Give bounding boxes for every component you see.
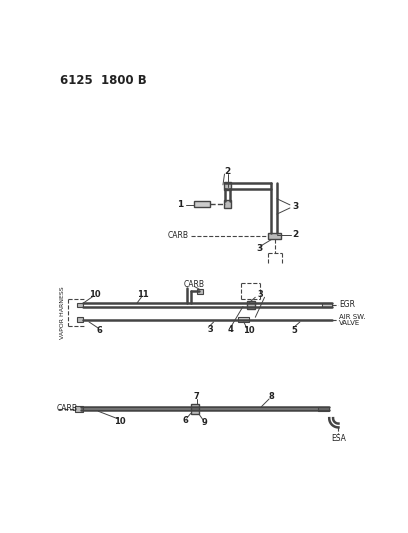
- Text: CARB: CARB: [57, 405, 78, 414]
- Text: 10: 10: [243, 326, 254, 335]
- Text: 1: 1: [177, 200, 183, 209]
- Text: 2: 2: [224, 167, 231, 176]
- Text: 10: 10: [114, 417, 126, 426]
- Bar: [224, 200, 231, 208]
- Text: 6125  1800 B: 6125 1800 B: [60, 75, 146, 87]
- Text: 5: 5: [292, 326, 297, 335]
- Bar: [247, 301, 255, 309]
- Text: 3: 3: [257, 244, 263, 253]
- Text: 6: 6: [97, 326, 103, 335]
- Text: 8: 8: [268, 392, 274, 401]
- Text: AIR SW.: AIR SW.: [339, 314, 366, 320]
- Text: CARB: CARB: [167, 231, 188, 240]
- Text: 3: 3: [207, 325, 213, 334]
- Text: 3: 3: [257, 290, 263, 300]
- Text: 6: 6: [182, 416, 188, 425]
- Text: 4: 4: [228, 325, 234, 334]
- Bar: [77, 303, 83, 308]
- Bar: [197, 289, 203, 294]
- Text: 3: 3: [292, 202, 299, 211]
- Text: CARB: CARB: [184, 280, 205, 289]
- Text: 7: 7: [194, 392, 200, 401]
- Text: 9: 9: [202, 417, 207, 426]
- Text: EGR: EGR: [339, 301, 355, 310]
- Bar: [318, 407, 329, 411]
- Text: 2: 2: [292, 230, 299, 239]
- Text: 10: 10: [89, 290, 100, 298]
- Bar: [75, 406, 83, 412]
- Text: ESA: ESA: [331, 434, 346, 443]
- Text: 11: 11: [137, 290, 149, 300]
- Text: VAPOR HARNESS: VAPOR HARNESS: [60, 286, 65, 338]
- Bar: [238, 317, 249, 322]
- Bar: [195, 201, 210, 207]
- Bar: [191, 405, 199, 414]
- Text: VALVE: VALVE: [339, 320, 361, 326]
- Bar: [224, 182, 231, 190]
- Bar: [322, 303, 332, 308]
- Bar: [268, 233, 281, 239]
- Bar: [77, 317, 83, 322]
